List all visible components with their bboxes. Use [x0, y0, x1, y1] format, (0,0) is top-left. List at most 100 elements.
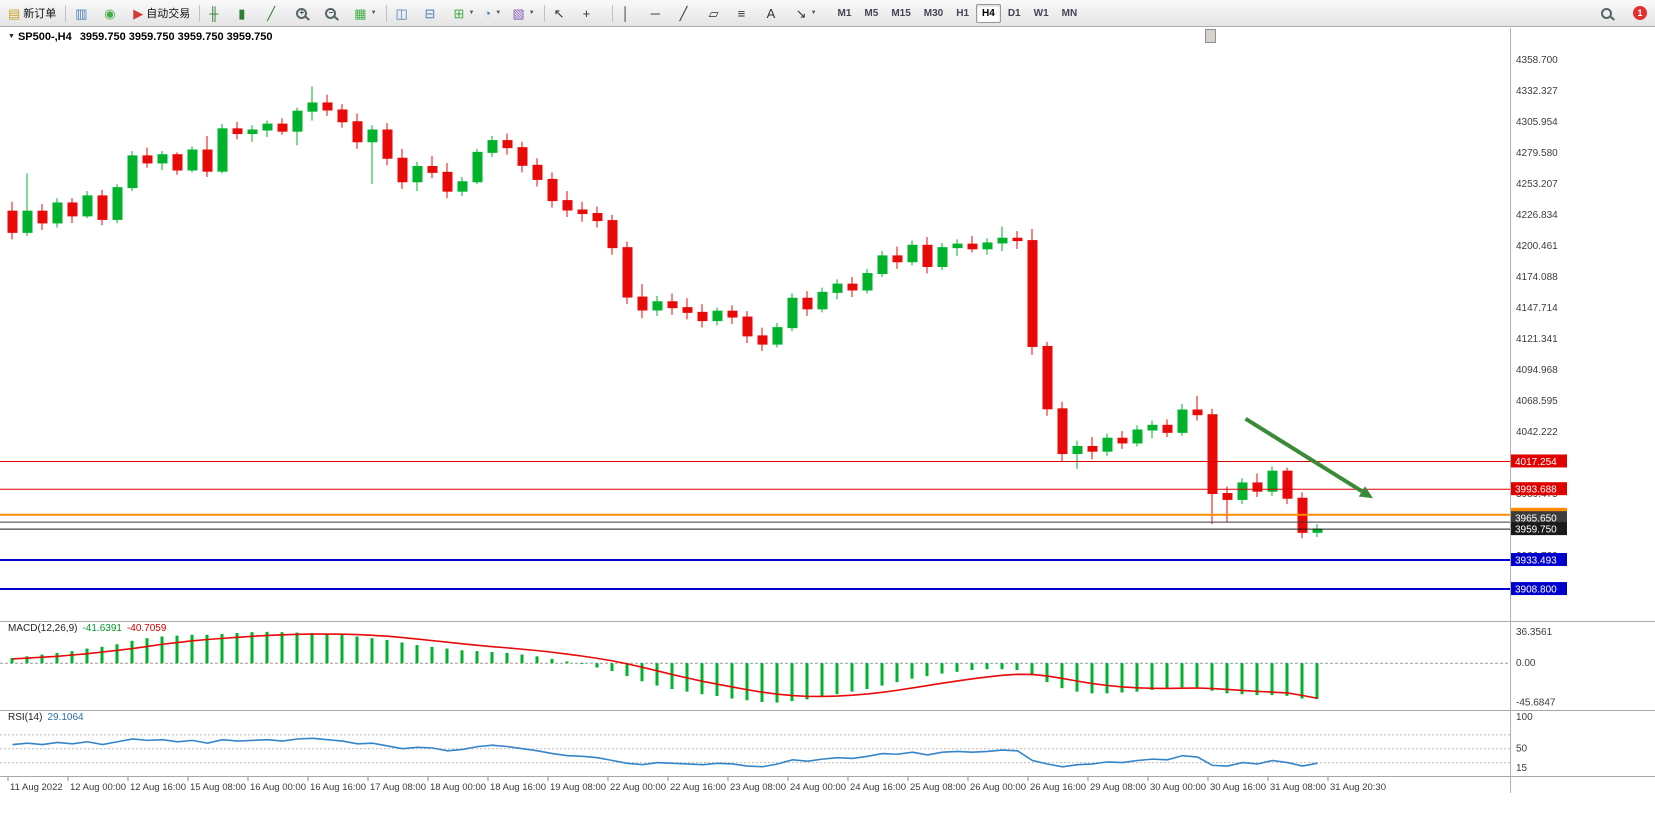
candle-body — [952, 243, 963, 249]
candle-body — [832, 283, 843, 293]
time-axis-label: 22 Aug 00:00 — [610, 782, 666, 793]
autotrade-button-label: 自动交易 — [146, 8, 191, 20]
candle — [1057, 401, 1068, 462]
price-tick-label: 4042.222 — [1516, 427, 1558, 438]
tile-windows-button[interactable]: ◫ — [392, 1, 420, 25]
candle — [367, 125, 378, 185]
charts-button[interactable]: ▥ — [71, 1, 99, 25]
candle — [862, 268, 873, 294]
vertical-line-button[interactable]: │ — [618, 1, 646, 25]
candle-body — [577, 209, 588, 215]
chart-window-icon: ▥ — [75, 5, 88, 21]
line-chart-button[interactable]: ╱ — [263, 1, 291, 25]
fibonacci-button[interactable]: ≡ — [734, 1, 762, 25]
zoom-out-button[interactable]: − — [321, 1, 349, 25]
candle — [727, 305, 738, 325]
candle — [352, 113, 363, 149]
new-chart-icon: ⊞ — [453, 5, 465, 21]
notification-badge[interactable]: 1 — [1633, 6, 1647, 20]
arrows-button[interactable]: ↘ ▼ — [792, 1, 821, 25]
macd-signal-value: -40.7059 — [126, 623, 167, 634]
timeframe-H1[interactable]: H1 — [956, 7, 970, 19]
ohlc-bars-button[interactable]: ╫ — [205, 1, 233, 25]
toolbar-separator — [65, 4, 67, 22]
candle-body — [877, 255, 888, 275]
market-watch-button[interactable]: ◉ — [100, 1, 128, 25]
new-order-button[interactable]: ▤ 新订单 — [4, 1, 60, 25]
candle — [112, 184, 123, 223]
candle-body — [892, 255, 903, 263]
candle — [682, 298, 693, 320]
search-button[interactable] — [1597, 1, 1625, 25]
trend-arrow[interactable] — [1244, 417, 1374, 499]
time-axis-label: 17 Aug 08:00 — [370, 782, 426, 793]
timeframe-D1[interactable]: D1 — [1007, 7, 1021, 19]
price-chip-bg — [1511, 553, 1567, 567]
candlestick-button[interactable]: ▮ — [234, 1, 262, 25]
market-watch-icon: ◉ — [104, 5, 116, 21]
timeframe-M1[interactable]: M1 — [837, 7, 852, 19]
text-button[interactable]: A — [763, 1, 791, 25]
candle — [1042, 341, 1053, 416]
time-axis-label: 29 Aug 08:00 — [1090, 782, 1146, 793]
zoom-in-button[interactable]: + — [292, 1, 320, 25]
grid-button[interactable]: ▦ ▼ — [350, 1, 380, 25]
cursor-button[interactable]: ↖ — [550, 1, 578, 25]
toolbar-buttons: ▤ 新订单 ▥ ◉ ▶ 自动交易 ╫ ▮ ╱ + − ▦ ▼ ◫ ⊟ ⊞ ▼ ◔ ▼ ▧ ▼ ↖ + │ ─ ╱ ▱ ≡ A ↘ ▼ — [4, 1, 821, 25]
timeframe-M5[interactable]: M5 — [864, 7, 879, 19]
timeframe-toolbar: M1 M5 M15 M30 H1 H4 D1 W1 MN — [832, 3, 1084, 23]
price-tick-label: 4226.834 — [1516, 210, 1558, 221]
channel-button[interactable]: ▱ — [705, 1, 733, 25]
price-tick-label: 4147.714 — [1516, 303, 1558, 314]
chart-scrollbar-thumb[interactable] — [1205, 29, 1216, 43]
candle — [817, 287, 828, 313]
rsi-title: RSI(14) — [8, 712, 43, 723]
candle — [82, 191, 93, 219]
candle-body — [532, 164, 543, 180]
rsi-tick-label: 50 — [1516, 744, 1528, 755]
time-axis-label: 18 Aug 00:00 — [430, 782, 486, 793]
timeframe-H4[interactable]: H4 — [976, 3, 1001, 23]
symbol-text: SP500-,H4 — [17, 31, 72, 43]
candle — [1312, 524, 1323, 538]
grid-icon: ▦ — [354, 5, 367, 21]
candle-body — [697, 311, 708, 322]
candle — [142, 147, 153, 168]
ohlc-values: 3959.750 3959.750 3959.750 3959.750 — [79, 31, 273, 43]
candle — [967, 235, 978, 253]
new-order-button-label: 新订单 — [23, 8, 57, 20]
crosshair-button[interactable]: + — [579, 1, 607, 25]
candle-body — [847, 283, 858, 291]
indicator-icon: ▧ — [512, 5, 525, 21]
horizontal-line-button[interactable]: ─ — [647, 1, 675, 25]
trendline-button[interactable]: ╱ — [676, 1, 704, 25]
candle — [892, 246, 903, 269]
new-chart-button[interactable]: ⊞ ▼ — [450, 1, 479, 25]
candle — [1177, 404, 1188, 436]
rsi-value: 29.1064 — [47, 712, 84, 723]
periods-button[interactable]: ◔ ▼ — [479, 1, 507, 25]
candle — [322, 94, 333, 116]
price-tick-label: 4358.700 — [1516, 55, 1558, 66]
candle-body — [997, 237, 1008, 244]
candle-body — [1072, 445, 1083, 455]
autotrade-play-icon: ▶ — [133, 5, 144, 21]
candle-body — [367, 129, 378, 143]
timeframe-W1[interactable]: W1 — [1033, 7, 1049, 19]
cascade-windows-button[interactable]: ⊟ — [421, 1, 449, 25]
timeframe-MN[interactable]: MN — [1061, 7, 1078, 19]
candle — [172, 152, 183, 175]
autotrade-button[interactable]: ▶ 自动交易 — [129, 1, 194, 25]
timeframe-M15[interactable]: M15 — [891, 7, 911, 19]
candle-body — [127, 155, 138, 189]
candle-body — [817, 291, 828, 310]
time-axis-label: 16 Aug 16:00 — [310, 782, 366, 793]
candle — [652, 295, 663, 316]
candle — [442, 162, 453, 199]
candle — [592, 206, 603, 228]
indicators-button[interactable]: ▧ ▼ — [508, 1, 538, 25]
timeframe-M30[interactable]: M30 — [923, 7, 944, 19]
price-chip-bg — [1511, 454, 1567, 468]
